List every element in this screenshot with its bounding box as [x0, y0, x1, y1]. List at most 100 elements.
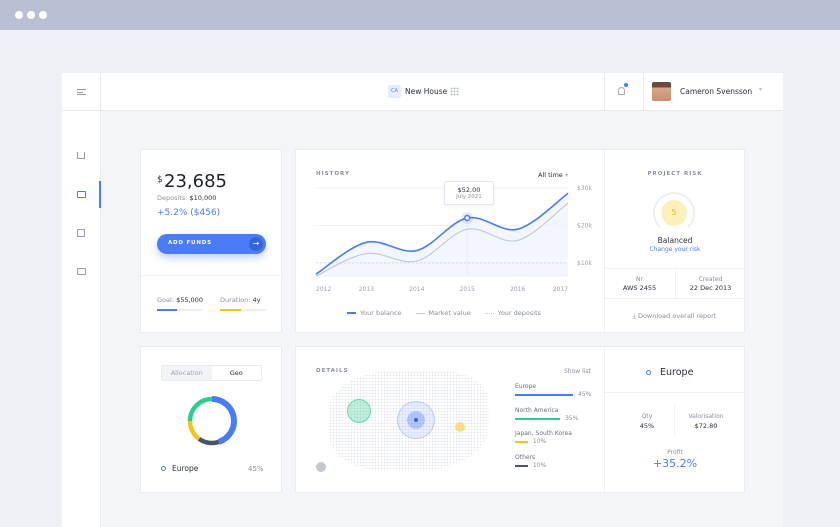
window-dot-icon[interactable] — [39, 11, 47, 19]
history-chart: $10k $20k $30k 2012 2013 2014 2015 2016 2017 — [315, 185, 592, 293]
region-label: North America — [515, 406, 559, 414]
region-name: Europe — [660, 367, 694, 378]
avatar[interactable] — [652, 82, 671, 101]
top-header: CA New House Cameron Svensson ▾ — [62, 73, 783, 111]
y-tick-label: $20k — [577, 222, 592, 229]
region-label: Europe — [515, 383, 537, 390]
map-bubble-asia — [455, 422, 465, 432]
allocation-card: Allocation Geo Europe 45% — [140, 346, 282, 493]
menu-button[interactable] — [62, 73, 101, 111]
nr-label: Nr — [636, 276, 643, 283]
series-balance — [315, 192, 569, 275]
x-tick-label: 2013 — [359, 286, 374, 293]
region-label: Others — [515, 453, 536, 461]
grid-icon[interactable] — [450, 87, 459, 96]
chart-legend: Your balance Market value Your deposits — [347, 309, 541, 317]
notification-dot — [624, 83, 628, 87]
tab-allocation[interactable]: Allocation — [162, 366, 212, 380]
duration-value: 4y — [252, 296, 261, 304]
region-bar — [515, 464, 528, 467]
legend-region: Europe — [172, 464, 199, 473]
profit-value: +35.2% — [652, 457, 698, 470]
qty-value: 45% — [639, 422, 655, 430]
project-badge: CA — [388, 85, 401, 98]
folder-icon[interactable] — [77, 268, 86, 275]
x-tick-label: 2015 — [460, 286, 475, 293]
profit-label: Profit — [667, 449, 683, 456]
history-card: HISTORY All time ▾ $10k $20k $30k 2012 2013 2… — [295, 149, 746, 334]
y-tick-label: $10k — [577, 260, 592, 267]
deposits-label: Deposits: — [157, 194, 188, 202]
range-dropdown[interactable]: All time ▾ — [538, 171, 568, 179]
donut-slice[interactable] — [211, 396, 237, 445]
goal-value: $55,000 — [176, 296, 203, 304]
browser-titlebar — [0, 0, 840, 30]
x-tick-label: 2012 — [316, 286, 331, 293]
home-icon[interactable] — [77, 152, 85, 159]
region-item[interactable]: Europe 45% — [515, 383, 595, 407]
details-title: DETAILS — [316, 368, 349, 374]
chevron-down-icon: ▾ — [564, 171, 569, 179]
add-funds-button[interactable]: ADD FUNDS → — [157, 234, 266, 254]
region-item[interactable]: North America 35% — [515, 407, 595, 431]
menu-icon — [77, 89, 86, 95]
history-title: HISTORY — [316, 171, 350, 177]
region-list: Europe 45% North America 35% Japan, South … — [515, 383, 595, 477]
legend-balance: Your balance — [347, 309, 402, 317]
tab-geo[interactable]: Geo — [229, 369, 243, 377]
currency-symbol: $ — [157, 175, 163, 185]
region-value: 35% — [565, 414, 579, 422]
window-dot-icon[interactable] — [15, 11, 23, 19]
region-item[interactable]: Others 10% — [515, 454, 595, 478]
change-risk-link[interactable]: Change your risk — [649, 246, 701, 253]
allocation-tabs: Allocation Geo — [161, 365, 262, 381]
donut-slice[interactable] — [197, 436, 220, 446]
download-icon: ⤓ — [633, 312, 636, 320]
x-tick-label: 2017 — [553, 286, 568, 293]
download-report-link[interactable]: ⤓ Download overall report — [633, 312, 717, 320]
risk-status: Balanced — [657, 236, 693, 245]
add-funds-label: ADD FUNDS — [168, 240, 212, 246]
region-item[interactable]: Japan, South Korea 10% — [515, 430, 595, 454]
x-tick-label: 2014 — [409, 286, 424, 293]
donut-slice[interactable] — [187, 396, 213, 422]
region-value: 45% — [578, 391, 592, 398]
chevron-down-icon[interactable]: ▾ — [759, 86, 763, 93]
add-note-icon[interactable] — [77, 229, 85, 237]
map-bubble-north-america — [347, 399, 371, 423]
donut-slice[interactable] — [187, 420, 201, 441]
balance-amount: 23,685 — [164, 171, 227, 192]
region-value: 10% — [532, 438, 547, 445]
region-label: Japan, South Korea — [515, 430, 572, 437]
balance-change: +5.2% ($456) — [157, 208, 221, 218]
region-bar — [515, 417, 561, 420]
legend-value: 45% — [248, 465, 264, 473]
valorisation-value: $72.80 — [694, 422, 718, 430]
created-value: 22 Dec 2013 — [689, 284, 732, 292]
series-market-value — [315, 202, 569, 277]
project-name[interactable]: New House — [405, 87, 448, 96]
range-label: All time — [538, 171, 563, 179]
deposits-value: $10,000 — [189, 194, 217, 202]
duration-label: Duration: — [220, 296, 251, 304]
tooltip-value: $52,00 — [457, 186, 481, 194]
tooltip-date: July 2021 — [456, 194, 482, 200]
created-label: Created — [698, 276, 723, 283]
bell-icon[interactable] — [618, 87, 625, 95]
map-bubble-others — [316, 462, 326, 472]
region-bar — [515, 441, 528, 443]
arrow-right-icon: → — [249, 237, 263, 251]
legend-dot-icon — [161, 466, 166, 471]
legend-market: Market value — [415, 309, 471, 317]
folder-open-icon[interactable] — [77, 191, 86, 198]
duration-progress — [220, 309, 266, 311]
allocation-donut — [187, 396, 237, 446]
details-card: DETAILS Show list Europe 45% North Americ… — [295, 346, 746, 494]
show-list-link[interactable]: Show list — [564, 368, 591, 375]
legend-deposits: Your deposits — [484, 309, 541, 317]
goal-label: Goal: — [157, 296, 174, 304]
qty-label: Qty — [641, 413, 653, 420]
window-dot-icon[interactable] — [27, 11, 35, 19]
user-name[interactable]: Cameron Svensson — [680, 87, 753, 96]
highlight-point[interactable] — [463, 214, 471, 222]
